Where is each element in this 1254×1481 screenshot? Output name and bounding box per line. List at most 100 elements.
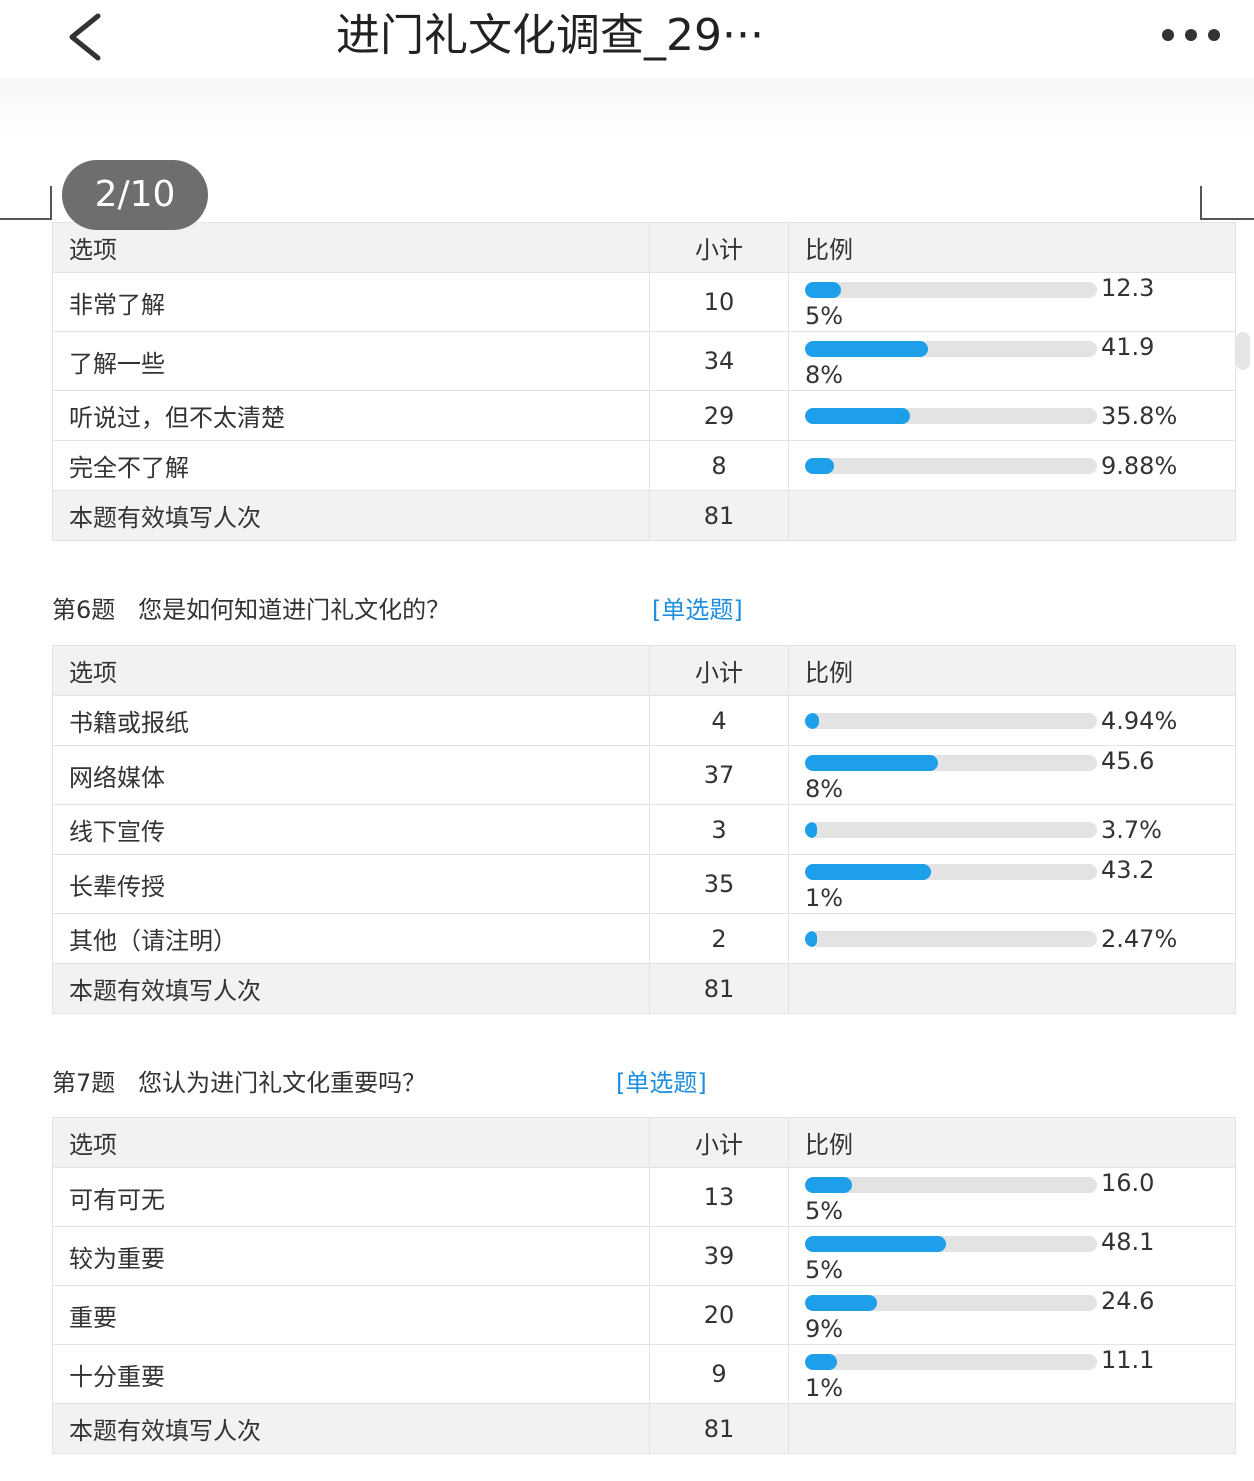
ratio-bar-wrap: 2.47%: [805, 915, 1235, 963]
image-frame-edge: [50, 186, 52, 220]
ratio-bar-track: [805, 457, 1097, 474]
option-ratio-cell: 3.7%: [788, 804, 1236, 855]
option-count: 20: [649, 1285, 789, 1345]
option-count: 10: [649, 272, 789, 332]
ratio-bar-fill: [805, 407, 910, 424]
ratio-bar-track: [805, 340, 1097, 357]
column-header-option: 选项: [52, 645, 650, 696]
table-row: 线下宣传 3 3.7%: [52, 804, 1236, 855]
table-row: 可有可无 13 16.0 5%: [52, 1167, 1236, 1227]
option-label: 较为重要: [52, 1226, 650, 1286]
ratio-bar-fill: [805, 281, 842, 298]
option-ratio-cell: 9.88%: [788, 440, 1236, 491]
table-row: 了解一些 34 41.9 8%: [52, 331, 1236, 391]
ratio-percent-text-wrap: 5%: [805, 1196, 844, 1225]
ratio-percent-text: 11.1: [1101, 1345, 1155, 1374]
option-count: 39: [649, 1226, 789, 1286]
option-label: 其他（请注明）: [52, 913, 650, 964]
ratio-percent-text-wrap: 8%: [805, 774, 844, 803]
image-frame-edge: [0, 218, 52, 220]
column-header-ratio: 比例: [788, 222, 1236, 273]
total-ratio-empty: [788, 490, 1236, 541]
scrollbar-thumb[interactable]: [1236, 332, 1250, 370]
option-label: 线下宣传: [52, 804, 650, 855]
column-header-option: 选项: [52, 222, 650, 273]
ratio-percent-text-wrap: 1%: [805, 1373, 844, 1402]
ratio-percent-text: 9.88%: [1101, 451, 1178, 480]
ratio-bar-wrap: 48.1 5%: [805, 1228, 1235, 1285]
ratio-percent-text: 45.6: [1101, 746, 1155, 775]
option-label: 可有可无: [52, 1167, 650, 1227]
ratio-percent-text-wrap: 5%: [805, 301, 844, 330]
option-ratio-cell: 35.8%: [788, 390, 1236, 441]
option-ratio-cell: 11.1 1%: [788, 1344, 1236, 1404]
total-count: 81: [649, 1403, 789, 1454]
ratio-percent-text: 41.9: [1101, 332, 1155, 361]
page-title: 进门礼文化调查_29···: [336, 10, 764, 61]
more-menu-icon[interactable]: [1158, 20, 1224, 50]
table-header-row: 选项 小计 比例: [52, 1117, 1236, 1168]
ratio-bar-fill: [805, 754, 939, 771]
option-count: 37: [649, 745, 789, 805]
ratio-bar-track: [805, 1353, 1097, 1370]
ratio-bar-fill: [805, 1235, 946, 1252]
back-arrow-icon[interactable]: [62, 12, 112, 62]
ratio-percent-text: 43.2: [1101, 855, 1155, 884]
ratio-percent-text-wrap: 8%: [805, 360, 844, 389]
option-count: 4: [649, 695, 789, 746]
option-label: 网络媒体: [52, 745, 650, 805]
option-label: 了解一些: [52, 331, 650, 391]
question-text: 您认为进门礼文化重要吗？: [138, 1069, 427, 1097]
table-row: 完全不了解 8 9.88%: [52, 440, 1236, 491]
table-row: 非常了解 10 12.3 5%: [52, 272, 1236, 332]
option-ratio-cell: 48.1 5%: [788, 1226, 1236, 1286]
option-count: 29: [649, 390, 789, 441]
option-label: 长辈传授: [52, 854, 650, 914]
ratio-bar-fill: [805, 863, 932, 880]
image-frame-edge: [1200, 186, 1202, 220]
ratio-bar-fill: [805, 1353, 838, 1370]
option-label: 非常了解: [52, 272, 650, 332]
option-count: 35: [649, 854, 789, 914]
option-label: 完全不了解: [52, 440, 650, 491]
page-indicator-badge: 2/10: [62, 160, 208, 230]
ratio-percent-text: 4.94%: [1101, 706, 1178, 735]
ratio-bar-fill: [805, 821, 817, 838]
total-count: 81: [649, 490, 789, 541]
ratio-bar-fill: [805, 712, 820, 729]
ratio-bar-wrap: 35.8%: [805, 392, 1235, 440]
question-type-tag: [单选题]: [616, 1069, 707, 1097]
ratio-bar-fill: [805, 930, 817, 947]
table-total-row: 本题有效填写人次 81: [52, 1403, 1236, 1454]
total-ratio-empty: [788, 963, 1236, 1014]
ratio-bar-track: [805, 1176, 1097, 1193]
table-total-row: 本题有效填写人次 81: [52, 490, 1236, 541]
column-header-ratio: 比例: [788, 1117, 1236, 1168]
ratio-bar-track: [805, 281, 1097, 298]
option-label: 十分重要: [52, 1344, 650, 1404]
table-header-row: 选项 小计 比例: [52, 645, 1236, 696]
ratio-percent-text: 24.6: [1101, 1286, 1155, 1315]
column-header-count: 小计: [649, 222, 789, 273]
header-divider-band: [0, 78, 1254, 138]
ratio-percent-text-wrap: 5%: [805, 1255, 844, 1284]
option-count: 3: [649, 804, 789, 855]
ratio-bar-fill: [805, 340, 928, 357]
total-count: 81: [649, 963, 789, 1014]
ratio-bar-wrap: 41.9 8%: [805, 333, 1235, 390]
table-row: 较为重要 39 48.1 5%: [52, 1226, 1236, 1286]
ratio-bar-track: [805, 754, 1097, 771]
option-label: 书籍或报纸: [52, 695, 650, 746]
total-label: 本题有效填写人次: [52, 1403, 650, 1454]
ratio-bar-fill: [805, 1176, 852, 1193]
question-text: 您是如何知道进门礼文化的？: [138, 596, 451, 624]
question-6-heading: 第6题 您是如何知道进门礼文化的？: [52, 590, 450, 625]
ratio-bar-wrap: 4.94%: [805, 697, 1235, 745]
option-count: 9: [649, 1344, 789, 1404]
option-count: 13: [649, 1167, 789, 1227]
table-row: 其他（请注明） 2 2.47%: [52, 913, 1236, 964]
question-7-results-table: 选项 小计 比例 可有可无 13 16.0 5% 较为重要 39 48.1 5% 重要 20 24.…: [52, 1117, 1236, 1454]
column-header-count: 小计: [649, 1117, 789, 1168]
option-ratio-cell: 43.2 1%: [788, 854, 1236, 914]
table-total-row: 本题有效填写人次 81: [52, 963, 1236, 1014]
